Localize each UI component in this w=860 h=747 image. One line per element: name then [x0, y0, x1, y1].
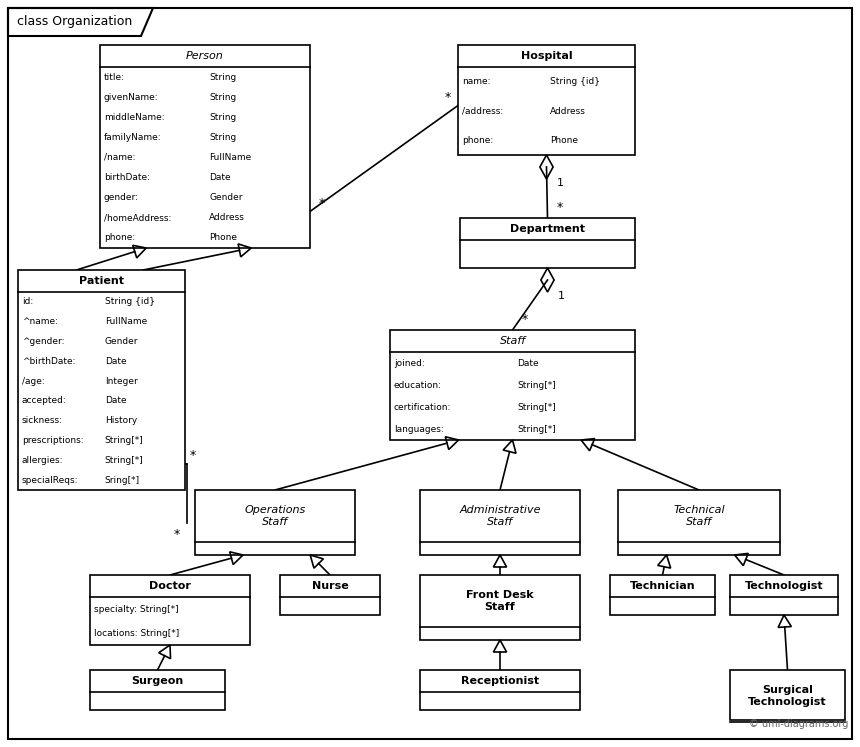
Text: gender:: gender:: [104, 193, 139, 202]
Bar: [18, 270, 185, 490]
Text: Receptionist: Receptionist: [461, 676, 539, 686]
Text: Doctor: Doctor: [149, 581, 191, 591]
Text: *: *: [174, 528, 180, 541]
Text: birthDate:: birthDate:: [104, 173, 150, 182]
Text: ^birthDate:: ^birthDate:: [22, 357, 76, 366]
Text: /homeAddress:: /homeAddress:: [104, 214, 171, 223]
Text: *: *: [190, 449, 196, 462]
Text: Front Desk
Staff: Front Desk Staff: [466, 590, 534, 612]
Text: String[*]: String[*]: [518, 403, 556, 412]
Text: 1: 1: [558, 291, 565, 301]
Text: sickness:: sickness:: [22, 416, 63, 425]
Text: middleName:: middleName:: [104, 113, 164, 122]
Text: Sring[*]: Sring[*]: [105, 476, 140, 485]
Text: certification:: certification:: [394, 403, 452, 412]
Text: Gender: Gender: [105, 337, 138, 346]
Bar: [420, 575, 580, 640]
Text: Date: Date: [105, 397, 126, 406]
Text: givenName:: givenName:: [104, 93, 158, 102]
Text: Phone: Phone: [209, 234, 237, 243]
Text: familyName:: familyName:: [104, 133, 162, 142]
Text: String[*]: String[*]: [518, 424, 556, 433]
Text: Gender: Gender: [209, 193, 243, 202]
Text: id:: id:: [22, 297, 34, 306]
Bar: [460, 218, 635, 268]
Text: String: String: [209, 93, 236, 102]
Text: specialReqs:: specialReqs:: [22, 476, 78, 485]
Text: String: String: [209, 113, 236, 122]
Text: *: *: [556, 202, 562, 214]
Text: History: History: [105, 416, 137, 425]
Bar: [90, 670, 225, 710]
Bar: [390, 330, 635, 440]
Text: locations: String[*]: locations: String[*]: [94, 628, 179, 637]
Text: phone:: phone:: [462, 136, 494, 145]
Text: String[*]: String[*]: [105, 436, 144, 445]
Text: Patient: Patient: [79, 276, 124, 286]
Bar: [90, 575, 250, 645]
Text: Administrative
Staff: Administrative Staff: [459, 505, 541, 527]
Text: ^gender:: ^gender:: [22, 337, 64, 346]
Text: String[*]: String[*]: [105, 456, 144, 465]
Bar: [195, 490, 355, 555]
Text: Date: Date: [209, 173, 230, 182]
Text: Operations
Staff: Operations Staff: [244, 505, 305, 527]
Text: String {id}: String {id}: [550, 77, 600, 86]
Text: String: String: [209, 133, 236, 142]
Text: Technical
Staff: Technical Staff: [673, 505, 725, 527]
Text: String: String: [209, 72, 236, 81]
Text: class Organization: class Organization: [17, 16, 132, 28]
Text: prescriptions:: prescriptions:: [22, 436, 83, 445]
Text: /name:: /name:: [104, 153, 136, 162]
Text: Integer: Integer: [105, 376, 138, 385]
Bar: [730, 575, 838, 615]
Bar: [100, 45, 310, 248]
Text: Address: Address: [209, 214, 245, 223]
Text: FullName: FullName: [209, 153, 251, 162]
Text: /age:: /age:: [22, 376, 45, 385]
Text: accepted:: accepted:: [22, 397, 67, 406]
Text: String {id}: String {id}: [105, 297, 155, 306]
Text: Staff: Staff: [500, 336, 525, 346]
Text: Phone: Phone: [550, 136, 578, 145]
Text: languages:: languages:: [394, 424, 444, 433]
Text: *: *: [521, 314, 528, 326]
Text: phone:: phone:: [104, 234, 135, 243]
Text: String[*]: String[*]: [518, 380, 556, 389]
Text: education:: education:: [394, 380, 442, 389]
Bar: [280, 575, 380, 615]
Text: title:: title:: [104, 72, 125, 81]
Bar: [420, 490, 580, 555]
Text: Technologist: Technologist: [745, 581, 823, 591]
Bar: [458, 45, 635, 155]
Bar: [420, 670, 580, 710]
Text: joined:: joined:: [394, 359, 425, 368]
Bar: [618, 490, 780, 555]
Text: © uml-diagrams.org: © uml-diagrams.org: [748, 719, 848, 729]
Text: specialty: String[*]: specialty: String[*]: [94, 604, 179, 613]
Text: *: *: [445, 91, 452, 104]
Bar: [730, 670, 845, 720]
Text: Surgeon: Surgeon: [132, 676, 184, 686]
Text: Hospital: Hospital: [520, 51, 572, 61]
Text: 1: 1: [557, 178, 564, 188]
Text: Surgical
Technologist: Surgical Technologist: [748, 685, 826, 707]
Text: Person: Person: [186, 51, 224, 61]
Text: *: *: [319, 197, 325, 210]
Text: Technician: Technician: [630, 581, 696, 591]
Text: Department: Department: [510, 224, 585, 234]
Text: FullName: FullName: [105, 317, 147, 326]
Text: Date: Date: [518, 359, 539, 368]
Text: /address:: /address:: [462, 107, 503, 116]
Text: allergies:: allergies:: [22, 456, 64, 465]
Text: name:: name:: [462, 77, 490, 86]
Text: Date: Date: [105, 357, 126, 366]
Text: Nurse: Nurse: [311, 581, 348, 591]
Text: ^name:: ^name:: [22, 317, 58, 326]
Text: Address: Address: [550, 107, 586, 116]
Bar: [610, 575, 715, 615]
